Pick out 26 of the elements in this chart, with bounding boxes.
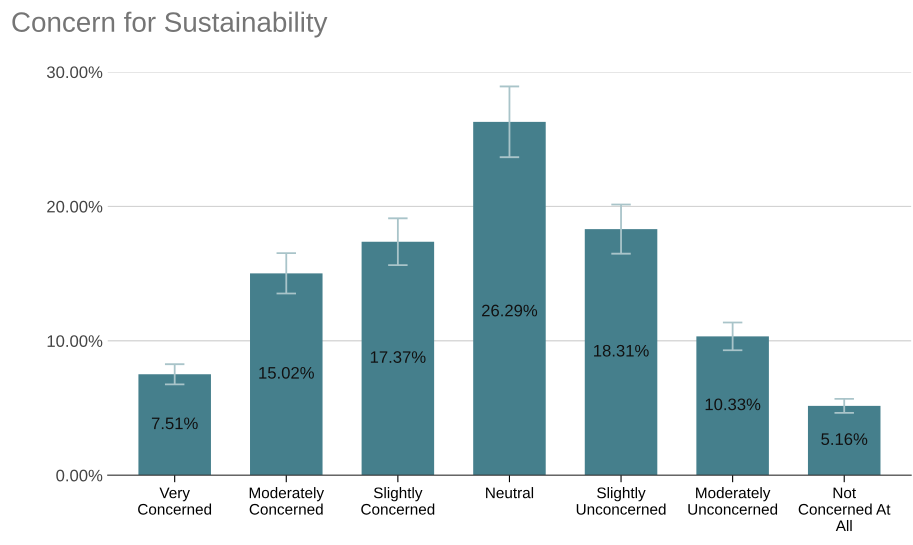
- y-tick-label: 10.00%: [48, 335, 102, 348]
- bar: [696, 336, 769, 476]
- x-tick-label: Slightly Concerned: [361, 487, 434, 515]
- x-tick-label: Slightly Unconcerned: [576, 487, 666, 515]
- bar: [584, 229, 658, 476]
- data-label: 5.16%: [821, 433, 868, 446]
- bar: [808, 406, 880, 476]
- x-tick-label: Moderately Unconcerned: [688, 487, 778, 515]
- x-tick-label: Very Concerned: [138, 488, 212, 515]
- data-label: 7.51%: [152, 418, 198, 430]
- data-label: 18.31%: [594, 344, 649, 357]
- data-label: 26.29%: [482, 304, 538, 316]
- y-tick-label: 20.00%: [47, 200, 102, 213]
- data-label: 15.02%: [259, 366, 314, 379]
- bar: [362, 242, 434, 476]
- x-tick-label: Neutral: [486, 487, 534, 498]
- bar: [250, 273, 323, 476]
- data-label: 10.33%: [706, 398, 760, 410]
- y-tick-label: 30.00%: [46, 66, 102, 78]
- y-tick-label: 0.00%: [56, 470, 102, 482]
- x-tick-label: Not Concerned At All: [798, 488, 890, 532]
- bar: [473, 122, 546, 476]
- data-label: 17.37%: [370, 351, 426, 363]
- chart-title: Concern for Sustainability: [12, 12, 328, 38]
- x-tick-label: Moderately Concerned: [250, 487, 324, 515]
- bar: [138, 374, 211, 476]
